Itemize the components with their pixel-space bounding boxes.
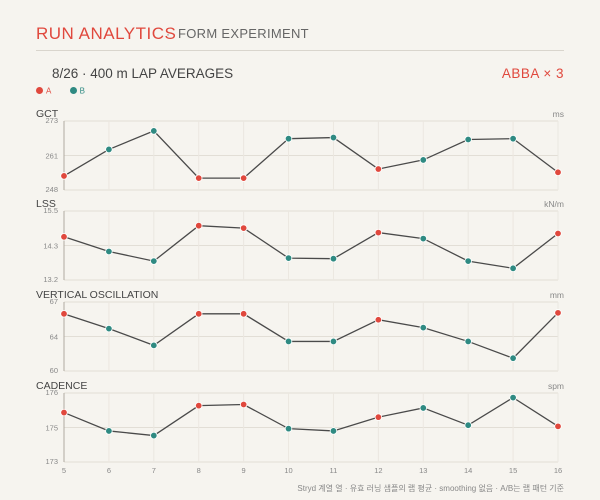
- gct-tick-label-2: 248: [45, 185, 58, 194]
- header: RUN ANALYTICS · FORM EXPERIMENT: [36, 24, 564, 51]
- vertical-oscillation-point-lap-7: [150, 341, 158, 350]
- vertical-oscillation-unit-label: mm: [550, 290, 564, 300]
- x-tick-label-15: 15: [509, 466, 517, 475]
- x-tick-label-8: 8: [197, 466, 201, 475]
- cadence-point-lap-14: [464, 421, 472, 429]
- legend: A B: [36, 86, 101, 95]
- x-tick-label-6: 6: [107, 466, 111, 475]
- cadence-series-line: [63, 396, 559, 437]
- lss-point-lap-11: [329, 255, 338, 263]
- cadence-point-lap-16: [554, 422, 562, 431]
- legend-label-a: A: [46, 86, 52, 96]
- vertical-oscillation-point-lap-14: [464, 337, 472, 346]
- x-tick-label-11: 11: [330, 466, 338, 475]
- design-label: ABBA × 3: [501, 66, 564, 81]
- gct-point-lap-13: [419, 156, 427, 164]
- lss-point-lap-13: [419, 234, 427, 243]
- gct-point-lap-11: [329, 133, 338, 142]
- cadence-panel-title: CADENCE: [36, 380, 87, 392]
- app-title: RUN ANALYTICS: [36, 24, 177, 43]
- gct-point-lap-16: [554, 168, 562, 177]
- vertical-oscillation-tick-label-1: 64: [50, 333, 58, 342]
- legend-item-a: A: [36, 86, 51, 95]
- cadence-point-lap-11: [329, 427, 338, 435]
- vertical-oscillation-point-lap-12: [374, 316, 383, 324]
- chart-heading: 8/26 · 400 m LAP AVERAGES: [52, 66, 234, 81]
- legend-label-b: B: [79, 86, 85, 96]
- gct-point-lap-6: [105, 145, 113, 154]
- gct-tick-label-0: 273: [45, 116, 58, 125]
- cadence-point-lap-9: [239, 400, 248, 409]
- legend-swatch-b: [69, 87, 77, 95]
- lss-tick-label-1: 14.3: [43, 242, 58, 251]
- legend-swatch-a: [36, 87, 43, 95]
- cadence-point-lap-7: [150, 431, 158, 440]
- lss-series-line: [63, 225, 559, 269]
- lss-point-lap-14: [464, 257, 472, 265]
- x-tick-label-9: 9: [242, 466, 246, 475]
- gct-point-lap-5: [60, 172, 68, 180]
- lss-point-lap-7: [150, 257, 158, 265]
- header-separator: ·: [166, 27, 170, 41]
- lss-panel-title: LSS: [36, 198, 56, 210]
- cadence-tick-label-0: 176: [45, 388, 58, 397]
- cadence-point-lap-13: [419, 404, 427, 412]
- vertical-oscillation-point-lap-5: [60, 310, 68, 318]
- gct-tick-label-1: 261: [45, 152, 58, 161]
- cadence-point-lap-15: [509, 393, 517, 402]
- vertical-oscillation-tick-label-0: 67: [50, 297, 58, 306]
- lss-point-lap-5: [60, 233, 68, 241]
- gct-unit-label: ms: [553, 109, 564, 119]
- gct-point-lap-9: [239, 174, 248, 182]
- vertical-oscillation-point-lap-8: [195, 310, 203, 318]
- gct-point-lap-7: [150, 127, 158, 135]
- lss-point-lap-16: [554, 229, 562, 238]
- gct-series-line: [63, 130, 559, 179]
- gct-panel-title: GCT: [36, 108, 59, 120]
- lss-point-lap-8: [195, 221, 203, 230]
- cadence-point-lap-12: [374, 413, 383, 421]
- gct-point-lap-10: [284, 134, 293, 143]
- x-tick-label-7: 7: [152, 466, 156, 475]
- vertical-oscillation-tick-label-2: 60: [50, 366, 58, 375]
- lss-unit-label: kN/m: [544, 199, 564, 209]
- footnote: Stryd 계열 열 · 유효 러닝 샘플의 랩 평균 · smoothing …: [297, 484, 564, 493]
- page-subtitle: FORM EXPERIMENT: [178, 26, 309, 41]
- lss-point-lap-9: [239, 224, 248, 232]
- cadence-point-lap-6: [105, 427, 113, 435]
- vertical-oscillation-point-lap-6: [105, 324, 113, 333]
- cadence-point-lap-5: [60, 408, 68, 417]
- lss-tick-label-0: 15.5: [43, 206, 58, 215]
- vertical-oscillation-point-lap-16: [554, 309, 562, 317]
- cadence-point-lap-10: [284, 424, 293, 433]
- vertical-oscillation-point-lap-13: [419, 323, 427, 332]
- lss-point-lap-10: [284, 254, 293, 262]
- lss-point-lap-6: [105, 247, 113, 256]
- x-tick-label-10: 10: [284, 466, 292, 475]
- vertical-oscillation-point-lap-11: [329, 337, 338, 346]
- x-tick-label-16: 16: [554, 466, 562, 475]
- x-tick-label-5: 5: [62, 466, 66, 475]
- cadence-tick-label-1: 175: [45, 424, 58, 433]
- vertical-oscillation-series-line: [63, 312, 559, 359]
- x-tick-label-12: 12: [374, 466, 382, 475]
- cadence-tick-label-2: 173: [45, 457, 58, 466]
- vertical-oscillation-panel-title: VERTICAL OSCILLATION: [36, 289, 158, 301]
- cadence-point-lap-8: [195, 401, 203, 410]
- gct-point-lap-15: [509, 134, 517, 143]
- lss-point-lap-15: [509, 264, 517, 272]
- legend-item-b: B: [69, 86, 85, 96]
- vertical-oscillation-point-lap-15: [509, 354, 517, 362]
- gct-point-lap-8: [195, 174, 203, 182]
- x-tick-label-13: 13: [419, 466, 427, 475]
- vertical-oscillation-point-lap-10: [284, 337, 293, 346]
- gct-point-lap-12: [374, 165, 383, 173]
- lss-tick-label-2: 13.2: [43, 275, 58, 284]
- cadence-unit-label: spm: [548, 381, 564, 391]
- x-tick-label-14: 14: [464, 466, 472, 475]
- lss-point-lap-12: [374, 228, 383, 237]
- vertical-oscillation-point-lap-9: [239, 310, 248, 318]
- gct-point-lap-14: [464, 135, 472, 144]
